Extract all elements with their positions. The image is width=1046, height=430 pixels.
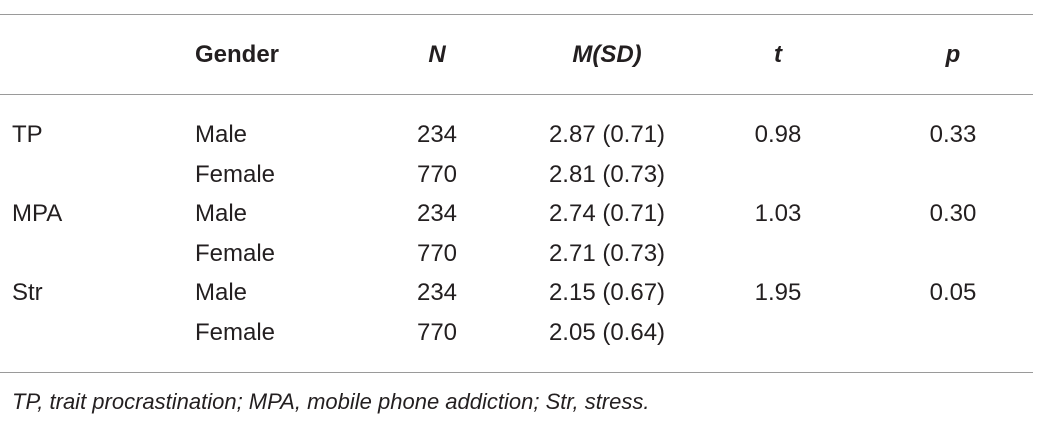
- table-cell: 0.98: [754, 121, 802, 148]
- table-cell: MPA: [12, 200, 63, 227]
- table-cell: 234: [416, 279, 458, 306]
- header-cell: Gender: [195, 41, 280, 68]
- table-cell: 2.15 (0.67): [548, 279, 666, 306]
- table-cell: 770: [416, 318, 458, 346]
- table-cell: TP: [12, 121, 43, 148]
- bottom-rule: [0, 372, 1033, 373]
- table-cell: Female: [195, 239, 276, 267]
- header-cell: t: [774, 41, 782, 68]
- table-cell: 770: [416, 160, 458, 188]
- header-rule: [0, 94, 1033, 95]
- table-cell: 2.05 (0.64): [548, 318, 666, 346]
- table-cell: 0.33: [929, 121, 977, 148]
- table-cell: 1.03: [754, 200, 802, 227]
- header-cell: p: [945, 41, 961, 68]
- table-cell: 234: [416, 200, 458, 227]
- table-cell: 0.30: [929, 200, 977, 227]
- table-cell: Male: [195, 200, 248, 227]
- table-cell: 2.87 (0.71): [548, 121, 666, 148]
- table-cell: 770: [416, 239, 458, 267]
- table-cell: Str: [12, 279, 43, 306]
- table-cell: 1.95: [754, 279, 802, 306]
- top-rule: [0, 14, 1033, 15]
- table-cell: 2.71 (0.73): [548, 239, 666, 267]
- table-cell: 234: [416, 121, 458, 148]
- table-cell: Female: [195, 160, 276, 188]
- table-cell: Female: [195, 318, 276, 346]
- header-cell: N: [428, 41, 446, 68]
- footnote: TP, trait procrastination; MPA, mobile p…: [12, 389, 650, 414]
- table-cell: 2.81 (0.73): [548, 160, 666, 188]
- table-cell: 2.74 (0.71): [548, 200, 666, 227]
- table-cell: 0.05: [929, 279, 977, 306]
- table-cell: Male: [195, 279, 248, 306]
- table-cell: Male: [195, 121, 248, 148]
- header-cell: M(SD): [572, 41, 642, 68]
